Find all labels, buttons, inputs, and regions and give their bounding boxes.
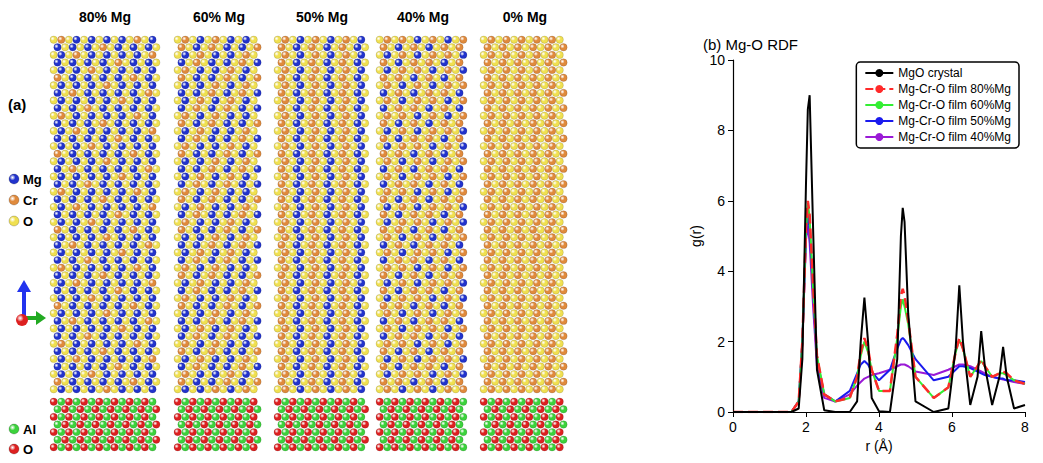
svg-text:0: 0 [717, 404, 725, 420]
svg-text:MgO crystal: MgO crystal [898, 66, 962, 80]
svg-text:(a): (a) [8, 96, 26, 113]
svg-text:Mg-Cr-O film 80%Mg: Mg-Cr-O film 80%Mg [898, 82, 1011, 96]
svg-text:r (Å): r (Å) [865, 438, 892, 454]
svg-text:Mg-Cr-O film 60%Mg: Mg-Cr-O film 60%Mg [898, 98, 1011, 112]
svg-text:0: 0 [729, 419, 737, 435]
svg-text:O: O [23, 442, 33, 457]
svg-text:2: 2 [717, 334, 725, 350]
svg-text:60% Mg: 60% Mg [193, 9, 245, 25]
svg-text:O: O [23, 214, 33, 229]
svg-text:40% Mg: 40% Mg [397, 9, 449, 25]
svg-text:8: 8 [1021, 419, 1029, 435]
svg-text:2: 2 [802, 419, 810, 435]
svg-text:6: 6 [948, 419, 956, 435]
svg-text:0% Mg: 0% Mg [503, 9, 547, 25]
svg-text:Mg: Mg [23, 172, 42, 187]
svg-text:6: 6 [717, 193, 725, 209]
svg-text:Al: Al [23, 422, 36, 437]
svg-text:Mg-Cr-O film 50%Mg: Mg-Cr-O film 50%Mg [898, 114, 1011, 128]
svg-text:50% Mg: 50% Mg [296, 9, 348, 25]
svg-text:80% Mg: 80% Mg [79, 9, 131, 25]
svg-text:g(r): g(r) [688, 225, 704, 247]
svg-text:4: 4 [875, 419, 883, 435]
svg-text:Cr: Cr [23, 193, 37, 208]
svg-text:(b) Mg-O RDF: (b) Mg-O RDF [703, 36, 798, 53]
svg-text:8: 8 [717, 122, 725, 138]
svg-text:10: 10 [709, 52, 725, 68]
svg-text:4: 4 [717, 263, 725, 279]
svg-text:Mg-Cr-O film 40%Mg: Mg-Cr-O film 40%Mg [898, 130, 1011, 144]
